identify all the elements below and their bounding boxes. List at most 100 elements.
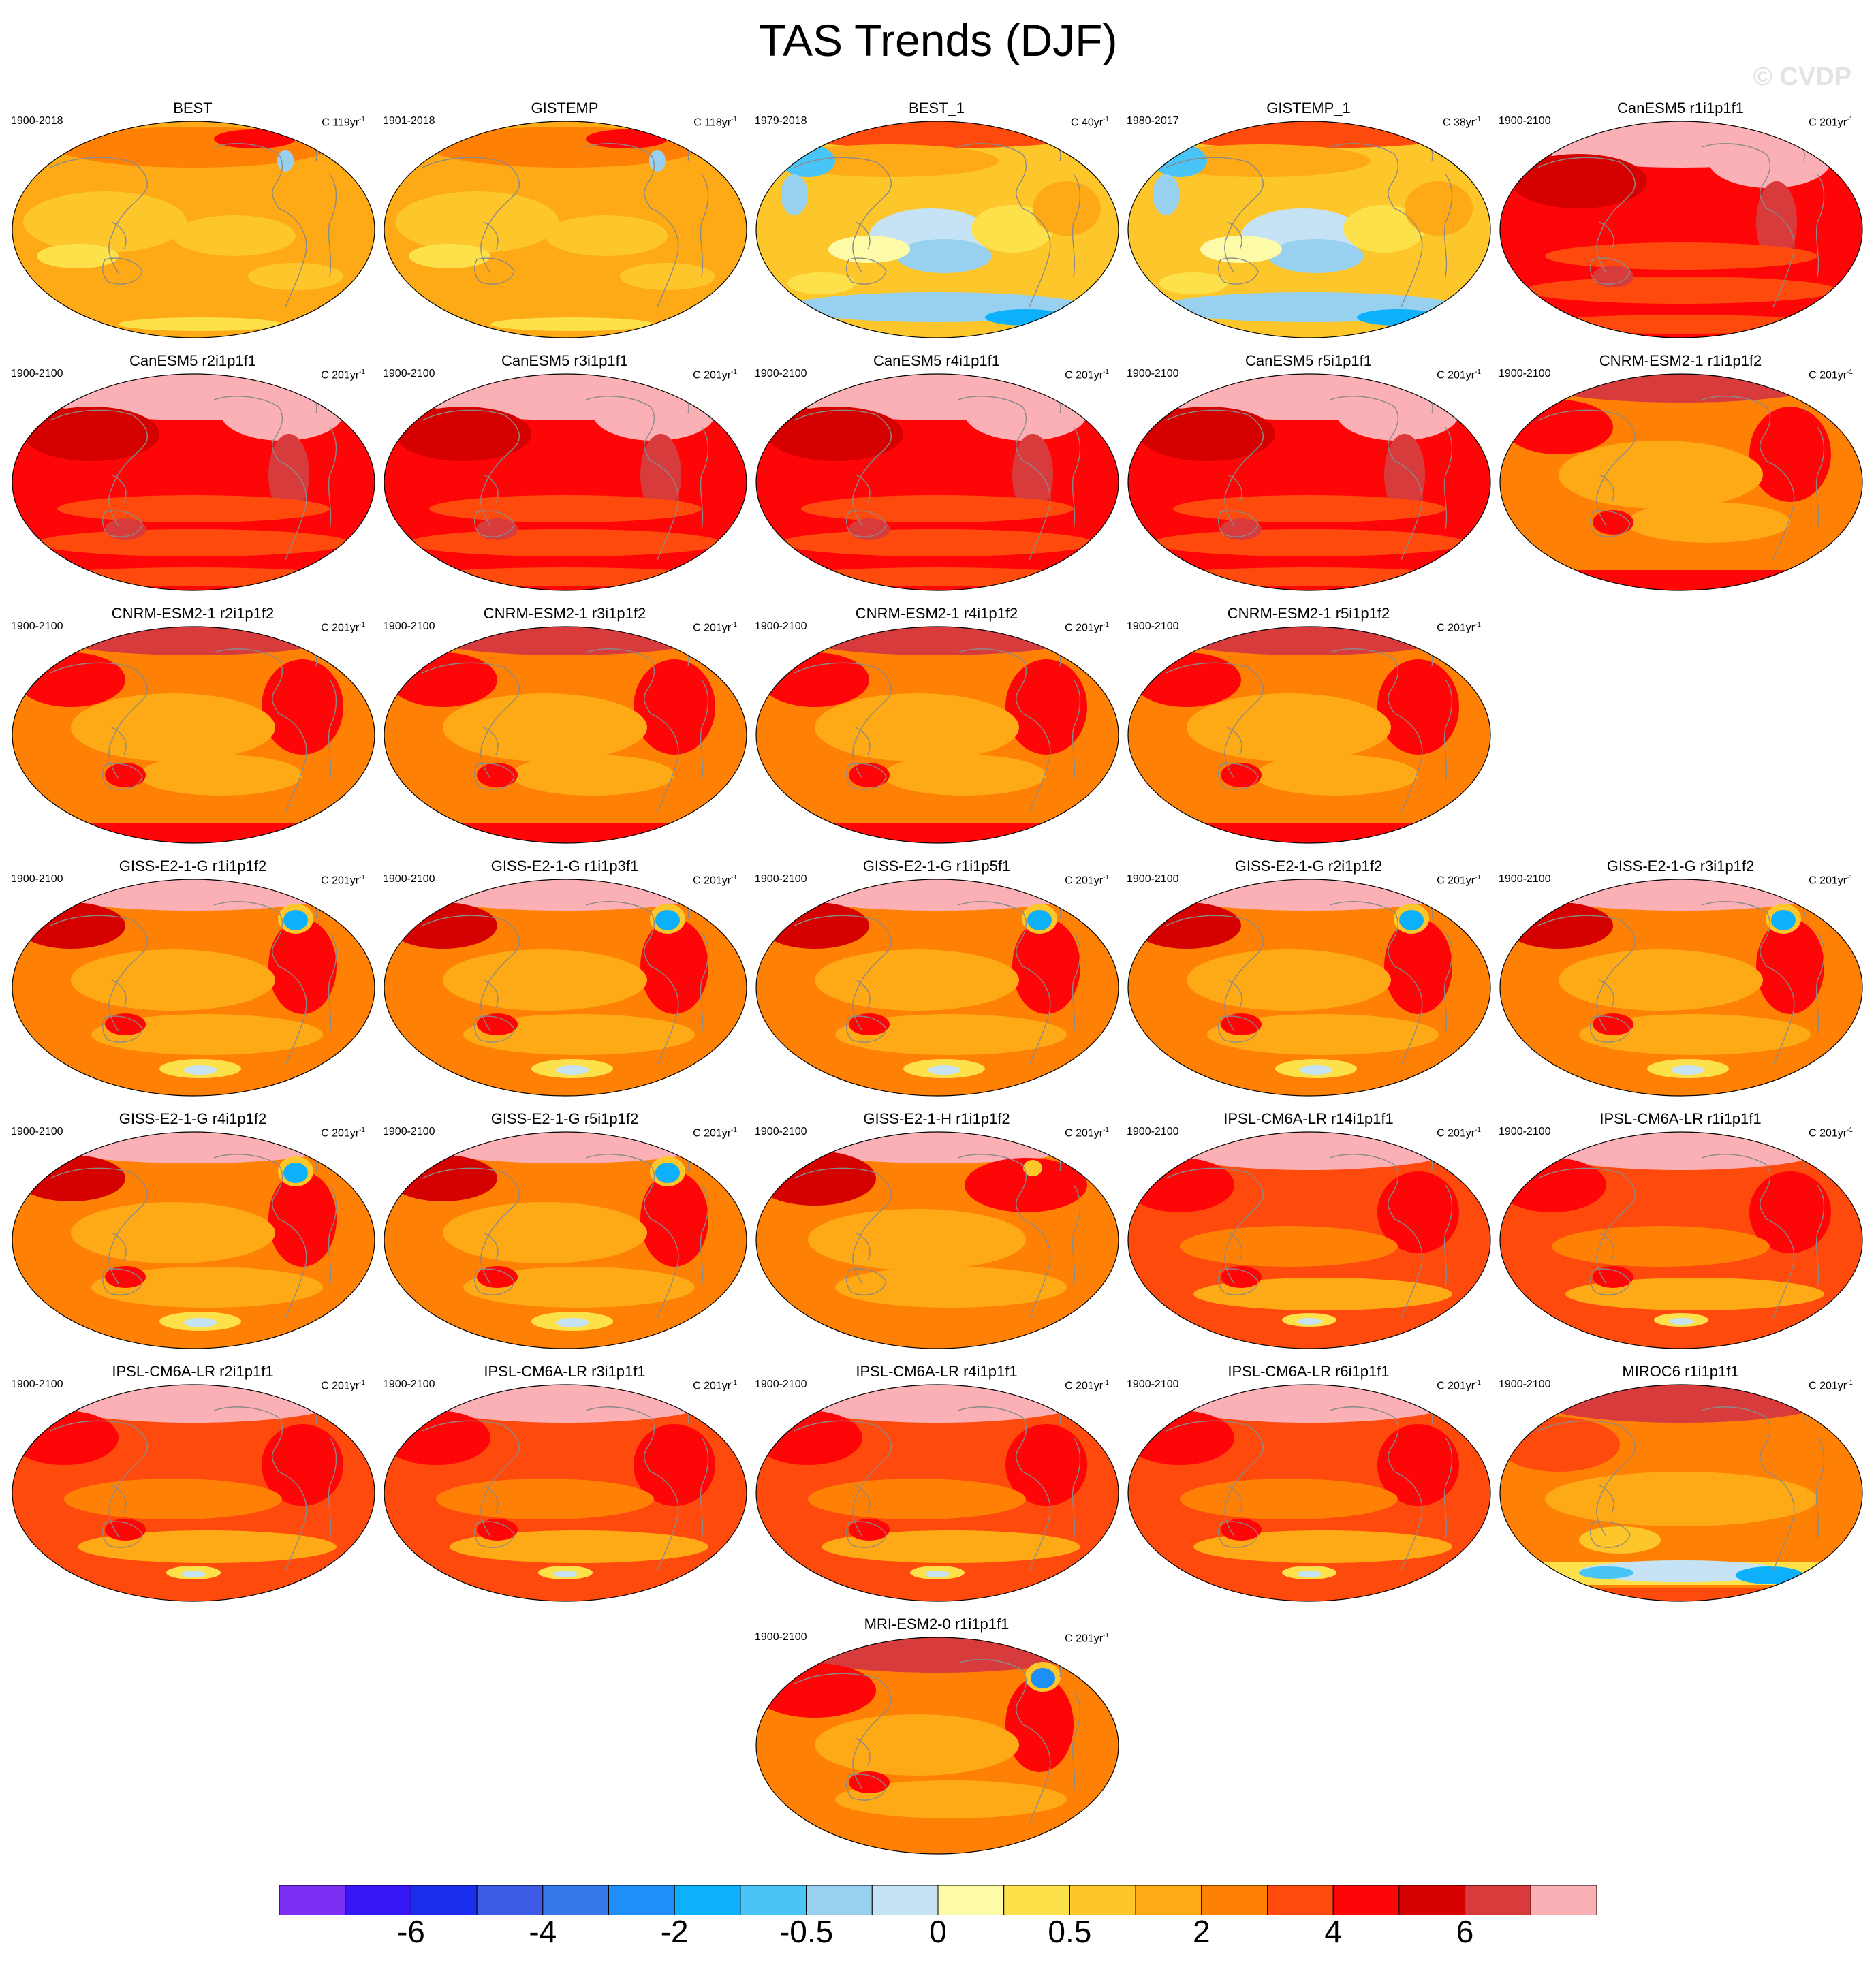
robinson-map: [12, 1131, 375, 1349]
panel-units-exponent: -1: [731, 116, 737, 123]
panel-period: 1900-2100: [1127, 1379, 1179, 1390]
panel-units: C 201yr-1: [693, 1376, 737, 1393]
panel-period: 1900-2100: [1127, 1126, 1179, 1137]
robinson-map: [755, 626, 1119, 844]
panel-units-exponent: -1: [359, 621, 365, 629]
robinson-map: [384, 1131, 747, 1349]
panel-title: IPSL-CM6A-LR r2i1p1f1: [112, 1363, 274, 1380]
panel-title: GISTEMP_1: [1266, 99, 1351, 116]
robinson-map: [384, 373, 747, 591]
panel-units-exponent: -1: [1103, 874, 1109, 881]
panel-units: C 201yr-1: [1065, 366, 1109, 382]
panel-units-text: C 201yr: [1065, 1633, 1104, 1645]
panel-units-exponent: -1: [359, 874, 365, 881]
colorbar-swatch: [1267, 1885, 1334, 1915]
panel-title: CNRM-ESM2-1 r4i1p1f2: [855, 605, 1018, 622]
panel-units-text: C 40yr: [1070, 116, 1104, 129]
panel-units-text: C 201yr: [693, 622, 732, 634]
map-panel: GISS-E2-1-G r1i1p5f1 1900-2100 C 201yr-1: [751, 857, 1123, 1099]
panel-units: C 201yr-1: [693, 871, 737, 887]
panel-units-exponent: -1: [1847, 1379, 1853, 1387]
colorbar-tick-label: -4: [529, 1914, 557, 1949]
colorbar-swatch: [476, 1885, 544, 1915]
colorbar-swatch: [937, 1885, 1005, 1915]
map-panel: IPSL-CM6A-LR r6i1p1f1 1900-2100 C 201yr-1: [1123, 1363, 1495, 1605]
panel-title: BEST: [173, 99, 213, 116]
panel-units-exponent: -1: [1103, 368, 1109, 376]
panel-units-text: C 201yr: [321, 369, 360, 381]
colorbar-swatch: [1069, 1885, 1136, 1915]
panel-units-exponent: -1: [1475, 1127, 1481, 1134]
colorbar-swatch: [674, 1885, 741, 1915]
map-panel: CNRM-ESM2-1 r1i1p1f2 1900-2100 C 201yr-1: [1495, 352, 1866, 594]
robinson-map: [1127, 1131, 1491, 1349]
panel-units-exponent: -1: [1475, 116, 1481, 123]
panel-units: C 201yr-1: [1809, 366, 1853, 382]
panel-units: C 201yr-1: [321, 618, 365, 635]
robinson-map: [755, 1637, 1119, 1855]
panel-units-text: C 201yr: [693, 1380, 732, 1392]
panel-period: 1980-2017: [1127, 115, 1179, 127]
panel-period: 1900-2100: [11, 1126, 63, 1137]
panel-title: IPSL-CM6A-LR r14i1p1f1: [1223, 1110, 1394, 1127]
map-panel: GISS-E2-1-G r1i1p1f2 1900-2100 C 201yr-1: [7, 857, 379, 1099]
panel-units-exponent: -1: [359, 1127, 365, 1134]
map-panel: BEST 1900-2018 C 119yr-1: [7, 99, 379, 341]
panel-units-exponent: -1: [1847, 368, 1853, 376]
panel-units-text: C 201yr: [321, 622, 360, 634]
colorbar-tick-label: -0.5: [779, 1914, 834, 1949]
panel-units-text: C 201yr: [1065, 622, 1104, 634]
panel-title: MIROC6 r1i1p1f1: [1622, 1363, 1739, 1380]
panel-period: 1900-2100: [383, 1379, 435, 1390]
panel-units-exponent: -1: [731, 874, 737, 881]
panel-title: MRI-ESM2-0 r1i1p1f1: [864, 1616, 1010, 1633]
panel-period: 1900-2100: [11, 368, 63, 379]
colorbar-tick-label: -6: [396, 1914, 425, 1949]
panel-title: CNRM-ESM2-1 r2i1p1f2: [111, 605, 275, 622]
panel-units-exponent: -1: [731, 1127, 737, 1134]
panel-period: 1900-2100: [1499, 368, 1551, 379]
map-panel: CanESM5 r2i1p1f1 1900-2100 C 201yr-1: [7, 352, 379, 594]
panel-units-exponent: -1: [1847, 1127, 1853, 1134]
map-panel: CNRM-ESM2-1 r4i1p1f2 1900-2100 C 201yr-1: [751, 605, 1123, 847]
map-panel: CanESM5 r5i1p1f1 1900-2100 C 201yr-1: [1123, 352, 1495, 594]
panel-period: 1900-2100: [755, 368, 807, 379]
robinson-map: [1127, 1384, 1491, 1602]
panel-units-exponent: -1: [1103, 1632, 1109, 1639]
panel-units: C 201yr-1: [1437, 1124, 1481, 1140]
panel-units-exponent: -1: [359, 368, 365, 376]
panel-title: CanESM5 r4i1p1f1: [873, 352, 1000, 369]
panel-units-exponent: -1: [1475, 368, 1481, 376]
panel-period: 1900-2100: [755, 620, 807, 632]
map-panel: GISTEMP_1 1980-2017 C 38yr-1: [1123, 99, 1495, 341]
panel-units: C 201yr-1: [693, 618, 737, 635]
panel-units: C 201yr-1: [1065, 618, 1109, 635]
panel-units-text: C 118yr: [693, 116, 732, 129]
colorbar-swatch: [608, 1885, 675, 1915]
robinson-map: [12, 1384, 375, 1602]
map-panel: CNRM-ESM2-1 r5i1p1f2 1900-2100 C 201yr-1: [1123, 605, 1495, 847]
panel-units: C 201yr-1: [1437, 618, 1481, 635]
robinson-map: [384, 121, 747, 338]
panel-period: 1900-2100: [383, 873, 435, 885]
panel-units: C 201yr-1: [321, 366, 365, 382]
colorbar-tick-label: 4: [1324, 1914, 1342, 1949]
panel-units: C 201yr-1: [1065, 871, 1109, 887]
colorbar-swatch: [1465, 1885, 1531, 1915]
panel-units-text: C 201yr: [1809, 369, 1847, 381]
colorbar-swatch: [279, 1885, 346, 1915]
panel-period: 1900-2100: [755, 1126, 807, 1137]
map-panel: IPSL-CM6A-LR r2i1p1f1 1900-2100 C 201yr-1: [7, 1363, 379, 1605]
robinson-map: [384, 879, 747, 1097]
panel-units: C 119yr-1: [322, 113, 365, 129]
panel-units-text: C 201yr: [693, 369, 732, 381]
panel-units: C 201yr-1: [1065, 1124, 1109, 1140]
panel-units-text: C 201yr: [1065, 875, 1104, 887]
panel-units-text: C 119yr: [322, 116, 360, 129]
map-panel: CNRM-ESM2-1 r3i1p1f2 1900-2100 C 201yr-1: [379, 605, 751, 847]
panel-title: GISS-E2-1-G r4i1p1f2: [119, 1110, 267, 1127]
panel-units-exponent: -1: [1847, 116, 1853, 123]
panel-units: C 118yr-1: [693, 113, 737, 129]
panel-period: 1900-2018: [11, 115, 63, 127]
robinson-map: [1127, 121, 1491, 338]
